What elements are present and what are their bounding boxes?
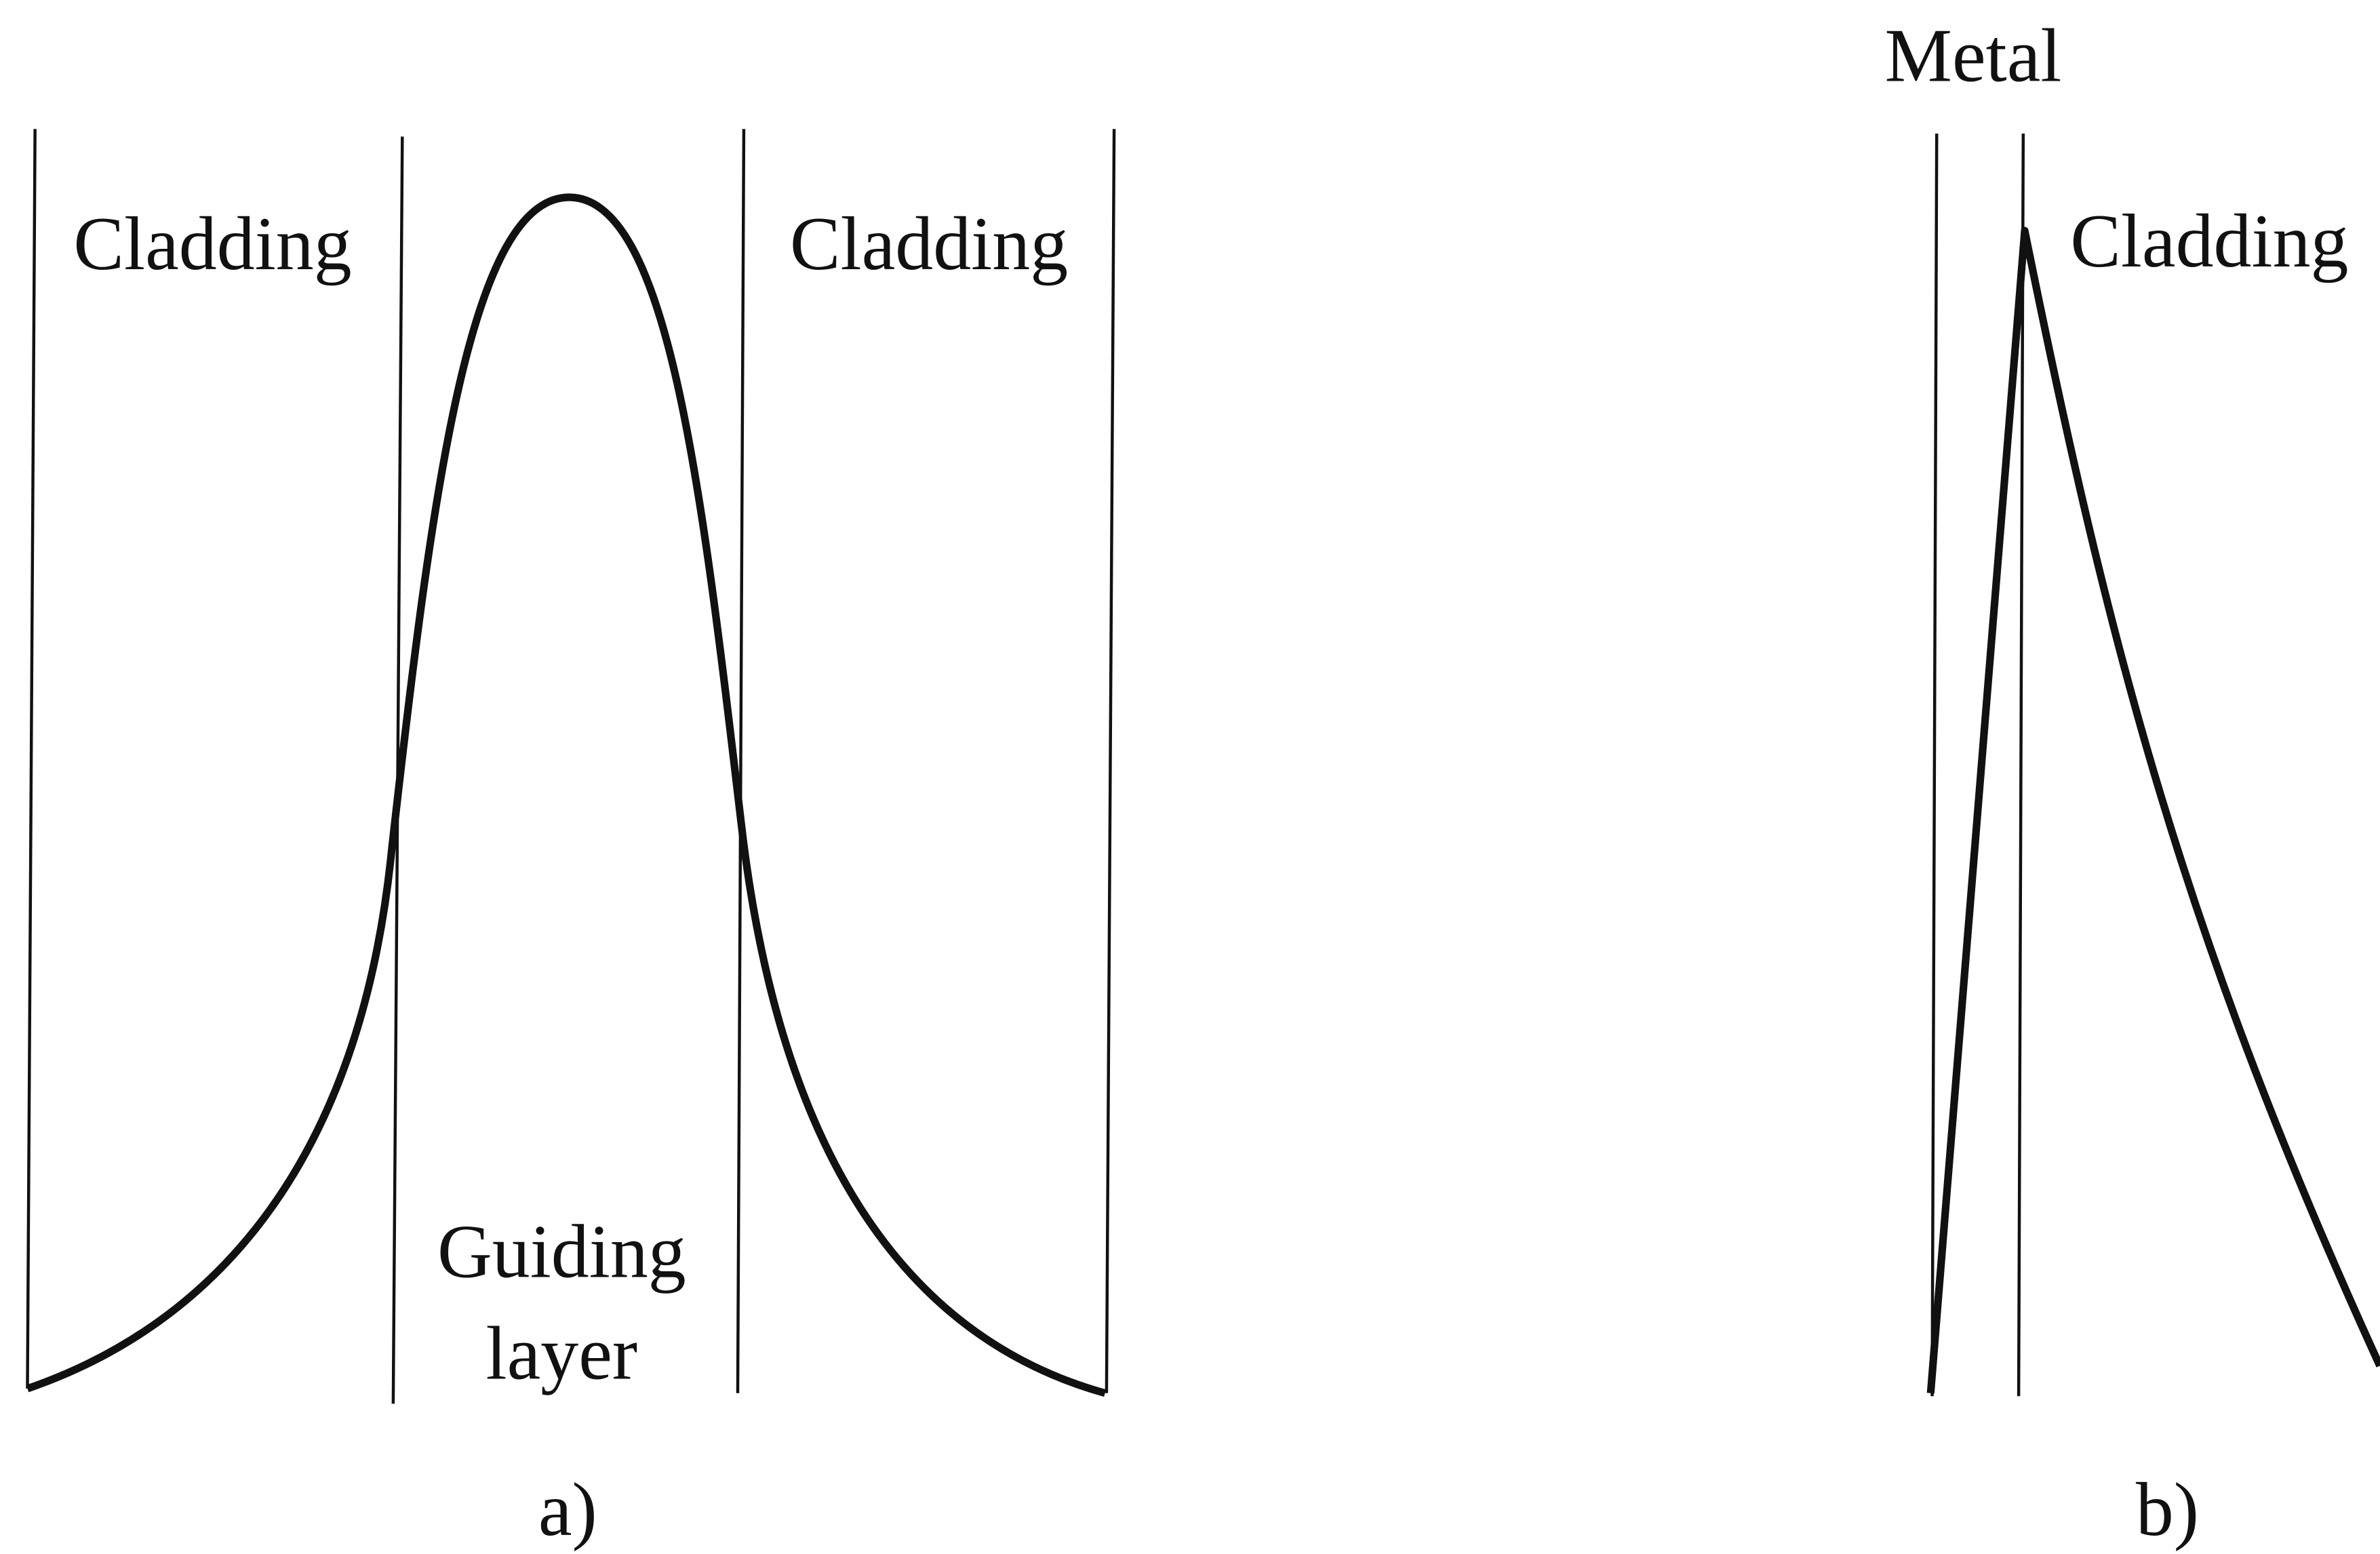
- region-label: layer: [486, 1311, 638, 1395]
- boundary-line: [26, 129, 37, 1389]
- region-label: Cladding: [790, 202, 1068, 286]
- mode-profile: [1926, 226, 2380, 1394]
- caption: a): [538, 1468, 597, 1552]
- mode-profile: [26, 193, 1107, 1397]
- region-label: Metal: [1884, 14, 2061, 98]
- boundary-line: [736, 129, 746, 1393]
- caption: b): [2136, 1468, 2199, 1552]
- boundary-line: [2017, 133, 2025, 1397]
- region-label: Cladding: [73, 202, 351, 286]
- boundary-line: [1930, 133, 1939, 1397]
- panel-b: Metal Cladding b): [1884, 14, 2380, 1552]
- region-label: Guiding: [437, 1210, 686, 1294]
- boundary-line: [1105, 129, 1116, 1393]
- panel-a: Cladding Cladding Guiding layer a): [26, 129, 1116, 1552]
- region-label: Cladding: [2070, 199, 2348, 283]
